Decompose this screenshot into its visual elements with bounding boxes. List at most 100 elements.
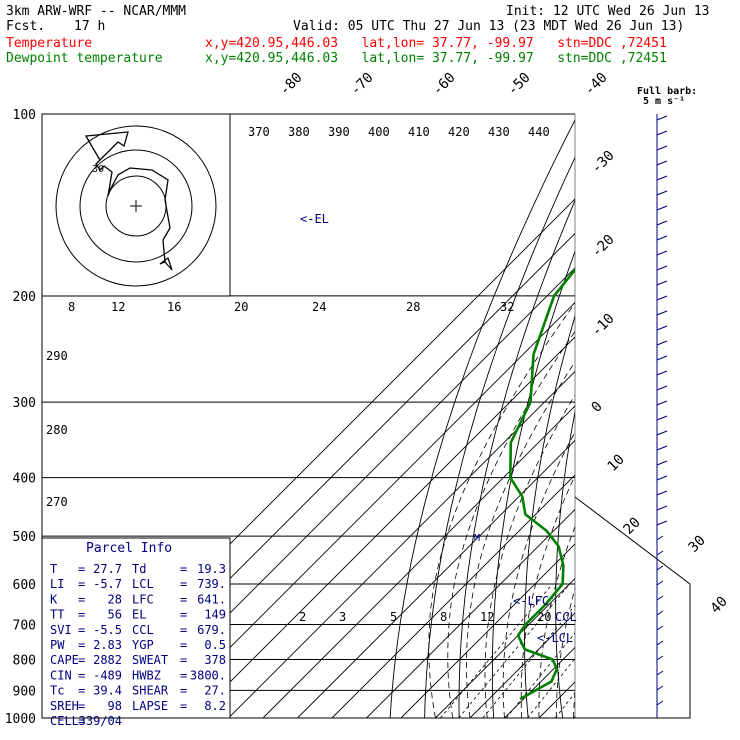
plot-lower-boundary [574, 496, 691, 719]
parcel-equals: = [78, 684, 85, 698]
wind-barb [656, 205, 668, 211]
parcel-equals: = [180, 684, 187, 698]
dry-adiabat-line [491, 250, 575, 718]
isotherm-tick-label: 30 [686, 533, 709, 556]
parcel-param-name: SREH [50, 699, 79, 713]
wind-barb [656, 550, 664, 556]
parcel-param-value: 27.7 [93, 562, 122, 576]
isotherm-tick-label: -40 [582, 70, 611, 99]
pressure-tick-label: 900 [13, 684, 36, 699]
speed-tick-label: 32 [500, 300, 514, 314]
pressure-tick-label: 200 [13, 290, 36, 305]
wind-barb [656, 685, 664, 691]
speed-tick-label: 24 [312, 300, 326, 314]
pressure-tick-label: 800 [13, 653, 36, 668]
wind-barb [656, 595, 664, 601]
isotherm-line [469, 612, 575, 718]
speed-tick-label: 20 [234, 300, 248, 314]
mixing-ratio-line [458, 583, 570, 718]
mixing-ratio-tick-label: 3 [339, 610, 346, 624]
parcel-param-name: CCL [132, 623, 154, 637]
theta-tick-label: 380 [288, 125, 310, 139]
wind-barb [656, 175, 668, 181]
pressure-tick-label: 400 [13, 472, 36, 487]
theta-tick-label: 410 [408, 125, 430, 139]
pressure-tick-label: 1000 [5, 712, 36, 727]
mixing-ratio-tick-label: 20 [537, 610, 551, 624]
isotherm-line [297, 439, 575, 718]
m-marker: M [474, 533, 480, 544]
wind-barb [656, 355, 668, 361]
temperature-legend: Temperature [6, 36, 93, 51]
theta-low-tick-label: 270 [46, 495, 68, 509]
isotherm-line [366, 508, 575, 718]
dewpoint-profile [509, 267, 575, 701]
isotherm-line [262, 405, 575, 718]
hodograph-ring [79, 149, 193, 263]
parcel-param-name: CIN [50, 668, 72, 682]
wind-barb [656, 475, 668, 481]
parcel-param-value: 56 [108, 608, 122, 622]
theta-tick-label: 370 [248, 125, 270, 139]
wind-barb [656, 430, 668, 436]
speed-tick-label: 28 [406, 300, 420, 314]
speed-tick-label: 16 [167, 300, 181, 314]
wind-barb [656, 340, 668, 346]
dry-adiabat-line [458, 199, 575, 718]
isotherm-tick-label: -50 [505, 70, 534, 99]
hodograph-ring-label: 30 [92, 164, 104, 175]
parcel-info-box [41, 537, 231, 719]
isotherm-line [504, 646, 575, 718]
parcel-equals: = [180, 668, 187, 682]
parcel-param-value: -489 [93, 668, 122, 682]
wind-barb [656, 370, 668, 376]
parcel-param-value: 378 [204, 653, 226, 667]
wind-barb [656, 415, 668, 421]
isotherm-line [608, 114, 740, 718]
parcel-equals: = [180, 577, 187, 591]
parcel-param-name: SWEAT [132, 653, 168, 667]
parcel-equals: = [180, 638, 187, 652]
parcel-param-value: 8.2 [204, 699, 226, 713]
isotherm-tick-label: -70 [348, 70, 377, 99]
isotherm-tick-label: 0 [589, 399, 606, 416]
hodograph-trace [84, 131, 171, 263]
wind-barb [656, 310, 668, 316]
parcel-equals: = [78, 653, 85, 667]
parcel-param-name: SVI [50, 623, 72, 637]
isotherm-tick-label: 40 [708, 594, 731, 617]
parcel-param-name: T [50, 562, 57, 576]
wind-barb [656, 490, 668, 496]
wind-barb [656, 640, 664, 646]
wind-barb [656, 580, 664, 586]
wind-barb [656, 670, 664, 676]
wind-barb [656, 445, 668, 451]
dewpoint-legend: Dewpoint temperature [6, 51, 163, 66]
dry-adiabat-line [697, 114, 740, 718]
moist-adiabat-line [538, 525, 575, 718]
wind-barb [656, 460, 668, 466]
parcel-param-name: LI [50, 577, 64, 591]
parcel-param-name: SHEAR [132, 684, 169, 698]
parcel-param-name: LAPSE [132, 699, 168, 713]
mixing-ratio-tick-label: 12 [480, 610, 494, 624]
isotherm-tick-label: -10 [589, 311, 618, 340]
isotherm-line [400, 543, 575, 718]
isotherm-line [228, 370, 575, 718]
isotherm-line [331, 474, 575, 718]
mixing-ratio-tick-label: 8 [440, 610, 447, 624]
parcel-equals: = [180, 592, 187, 606]
mixing-ratio-tick-label: 5 [390, 610, 397, 624]
pressure-tick-label: 500 [13, 530, 36, 545]
parcel-param-name: Tc [50, 684, 64, 698]
mixing-ratio-line [505, 632, 575, 718]
forecast-label: Fcst. [6, 19, 46, 34]
parcel-param-value: 2882 [93, 653, 122, 667]
parcel-param-value: -5.7 [93, 577, 122, 591]
parcel-param-name: Td [132, 562, 146, 576]
parcel-equals: = [78, 668, 85, 682]
parcel-equals: = [78, 699, 85, 713]
parcel-param-value: -5.5 [93, 623, 122, 637]
parcel-param-name: YGP [132, 638, 154, 652]
